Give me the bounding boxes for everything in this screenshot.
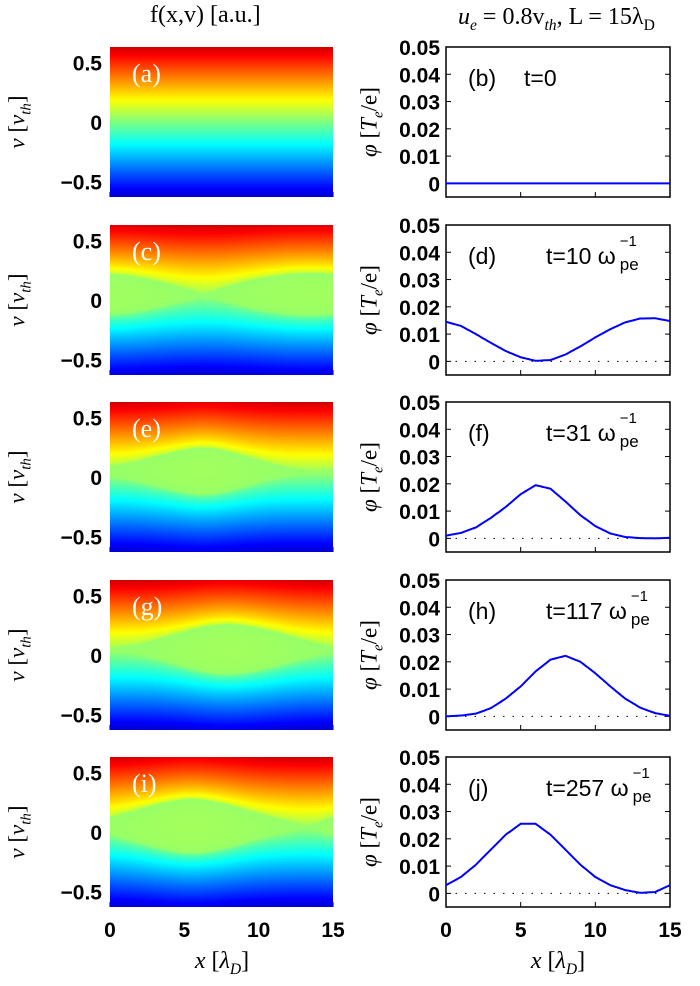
x-tick-label: 5 [178,919,190,942]
y-tick-label: 0.5 [73,52,103,75]
time-label-j: t=257 ω −1 pe [546,765,652,806]
left-y-axis-label: v [vth] [4,95,35,149]
time-label-h: t=117 ω −1 pe [546,588,650,629]
y-tick-label: 0.5 [73,585,103,608]
right-column-title: ue = 0.8vth, L = 15λD [458,4,655,34]
right-x-axis-label: x [λD] [530,948,586,978]
panel-tag-i: (i) [132,769,157,798]
y-tick-label: 0.02 [399,652,440,675]
time-label-f: t=31 ω −1 pe [546,410,639,451]
panel-tag-a: (a) [132,59,161,88]
left-y-axis-label: v [vth] [4,628,35,682]
y-tick-label: 0 [428,528,440,551]
y-tick-label: −0.5 [61,350,103,373]
panel-tag-b: (b) [468,65,497,91]
axes-box-f [445,401,671,553]
y-tick-label: 0.04 [399,774,440,797]
panel-tag-f: (f) [468,420,490,446]
y-tick-label: 0.05 [399,215,440,238]
time-label-d: t=10 ω −1 pe [546,233,639,274]
x-tick-label: 0 [440,919,452,942]
left-y-axis-label: v [vth] [4,805,35,859]
right-y-axis-label: φ [Te/e] [356,265,387,335]
panel-tag-g: (g) [132,592,163,621]
left-column-title: f(x,v) [a.u.] [150,2,261,28]
panel-tag-c: (c) [132,237,161,266]
panel-tag-h: (h) [468,598,497,624]
y-tick-label: 0.02 [399,474,440,497]
y-tick-label: 0.04 [399,64,440,87]
y-tick-label: 0.05 [399,747,440,770]
axes-box-d [445,224,671,376]
y-tick-label: 0 [428,173,440,196]
y-tick-label: 0.04 [399,419,440,442]
left-y-axis-label: v [vth] [4,273,35,327]
y-tick-label: 0 [428,706,440,729]
heatmap-c [110,225,333,375]
y-tick-label: 0.03 [399,447,440,470]
y-tick-label: −0.5 [61,705,103,728]
heatmap-g [110,580,333,730]
panel-tag-e: (e) [132,414,161,443]
y-tick-label: 0 [428,351,440,374]
y-tick-label: 0.01 [399,679,440,702]
y-tick-label: 0.03 [399,270,440,293]
y-tick-label: 0.5 [73,230,103,253]
y-tick-label: 0.04 [399,242,440,265]
heatmap-i [110,757,333,907]
x-tick-label: 0 [104,919,116,942]
y-tick-label: 0.5 [73,407,103,430]
x-tick-label: 10 [247,919,270,942]
x-tick-label: 15 [321,919,345,942]
heatmap-a [110,47,333,197]
x-tick-label: 15 [658,919,682,942]
y-tick-label: 0.01 [399,856,440,879]
y-tick-label: 0.03 [399,625,440,648]
y-tick-label: 0 [90,822,102,845]
y-tick-label: −0.5 [61,527,103,550]
right-y-axis-label: φ [Te/e] [356,442,387,512]
y-tick-label: 0.05 [399,37,440,60]
x-tick-label: 5 [515,919,527,942]
phi-curve-j [445,822,671,894]
y-tick-label: 0 [90,645,102,668]
y-tick-label: 0.04 [399,597,440,620]
axes-box-j [445,756,671,908]
phi-curve-d [445,317,671,362]
axes-box-h [445,579,671,731]
panel-tag-j: (j) [468,775,489,801]
y-tick-label: 0.05 [399,392,440,415]
heatmap-e [110,402,333,552]
x-tick-label: 10 [584,919,607,942]
y-tick-label: 0 [90,112,102,135]
right-y-axis-label: φ [Te/e] [356,797,387,867]
y-tick-label: 0.01 [399,501,440,524]
phi-curve-f [445,484,671,540]
y-tick-label: 0.01 [399,146,440,169]
right-y-axis-label: φ [Te/e] [356,87,387,157]
y-tick-label: 0.03 [399,92,440,115]
y-tick-label: 0 [90,467,102,490]
y-tick-label: 0.02 [399,119,440,142]
left-y-axis-label: v [vth] [4,450,35,504]
axes-box-b [445,46,671,198]
y-tick-label: 0.05 [399,570,440,593]
y-tick-label: 0.01 [399,324,440,347]
panel-tag-d: (d) [468,243,497,269]
time-label-b: t=0 [524,65,557,91]
y-tick-label: −0.5 [61,172,103,195]
y-tick-label: 0 [428,883,440,906]
left-x-axis-label: x [λD] [194,948,250,978]
y-tick-label: 0.5 [73,762,103,785]
y-tick-label: −0.5 [61,882,103,905]
y-tick-label: 0.02 [399,829,440,852]
right-y-axis-label: φ [Te/e] [356,620,387,690]
y-tick-label: 0 [90,290,102,313]
y-tick-label: 0.02 [399,297,440,320]
y-tick-label: 0.03 [399,802,440,825]
phi-curve-h [445,654,671,718]
